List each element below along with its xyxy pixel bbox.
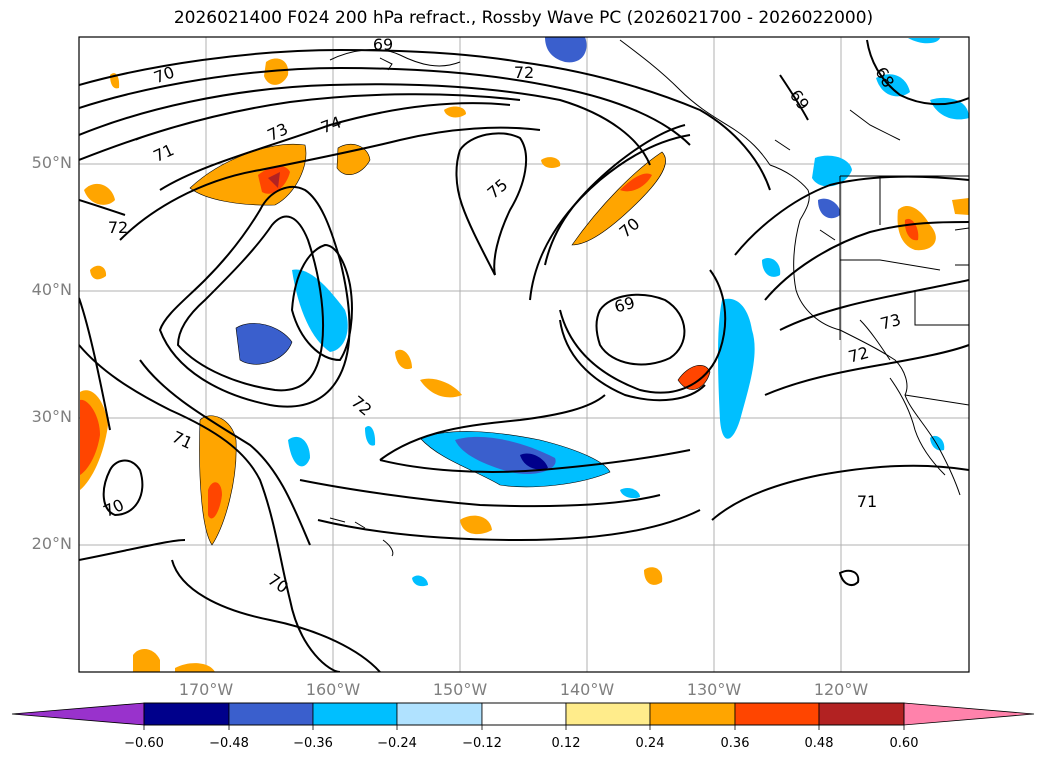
contour-label: 72 <box>514 63 534 82</box>
contour-label: 71 <box>857 492 877 511</box>
contour-label: 72 <box>108 218 128 237</box>
lon-label: 170°W <box>178 680 234 699</box>
grid-lines <box>79 37 969 672</box>
colorbar-extend-high <box>903 702 1035 726</box>
contour-label: 72 <box>846 343 871 367</box>
colorbar-tick-label: 0.60 <box>889 736 919 751</box>
coastlines <box>135 39 969 557</box>
colorbar-tick-label: −0.60 <box>124 736 164 751</box>
colorbar-outline <box>143 702 905 726</box>
contour-label: 73 <box>878 310 903 334</box>
colorbar-tick-label: −0.48 <box>209 736 249 751</box>
colorbar-tick-label: 0.36 <box>720 736 750 751</box>
lon-label: 120°W <box>813 680 869 699</box>
colorbar-tick-label: 0.12 <box>551 736 581 751</box>
colorbar-bin <box>818 702 905 726</box>
lon-label: 140°W <box>559 680 615 699</box>
refractivity-contours <box>79 39 969 672</box>
contour-label: 74 <box>318 112 344 137</box>
colorbar <box>11 702 1035 730</box>
contour-label: 69 <box>612 293 637 317</box>
lat-label: 50°N <box>31 153 72 172</box>
colorbar-bin <box>649 702 736 726</box>
colorbar-bin <box>143 702 230 726</box>
rossby-pc-shading <box>80 37 969 672</box>
lat-label: 40°N <box>31 280 72 299</box>
contour-label: 69 <box>373 35 393 54</box>
map-frame <box>78 36 970 673</box>
colorbar-bin <box>481 702 567 726</box>
contour-label: 72 <box>348 392 376 420</box>
lon-label: 150°W <box>432 680 488 699</box>
colorbar-tick-label: −0.36 <box>293 736 333 751</box>
contour-label: 71 <box>169 427 195 453</box>
contour-label: 75 <box>484 175 512 203</box>
colorbar-bin <box>396 702 483 726</box>
colorbar-bin <box>228 702 314 726</box>
colorbar-tick-label: 0.48 <box>804 736 834 751</box>
lon-label: 130°W <box>686 680 742 699</box>
contour-label: 73 <box>264 119 290 145</box>
contour-label: 71 <box>150 140 176 166</box>
lon-label: 160°W <box>305 680 361 699</box>
colorbar-tick-marks <box>143 725 905 730</box>
colorbar-bin <box>312 702 398 726</box>
map-title: 2026021400 F024 200 hPa refract., Rossby… <box>173 8 874 28</box>
colorbar-tick-label: 0.24 <box>635 736 665 751</box>
colorbar-bin <box>734 702 820 726</box>
lat-label: 30°N <box>31 407 72 426</box>
colorbar-extend-low <box>11 702 145 726</box>
colorbar-tick-label: −0.24 <box>377 736 417 751</box>
lat-label: 20°N <box>31 534 72 553</box>
colorbar-tick-label: −0.12 <box>462 736 502 751</box>
colorbar-bin <box>565 702 651 726</box>
